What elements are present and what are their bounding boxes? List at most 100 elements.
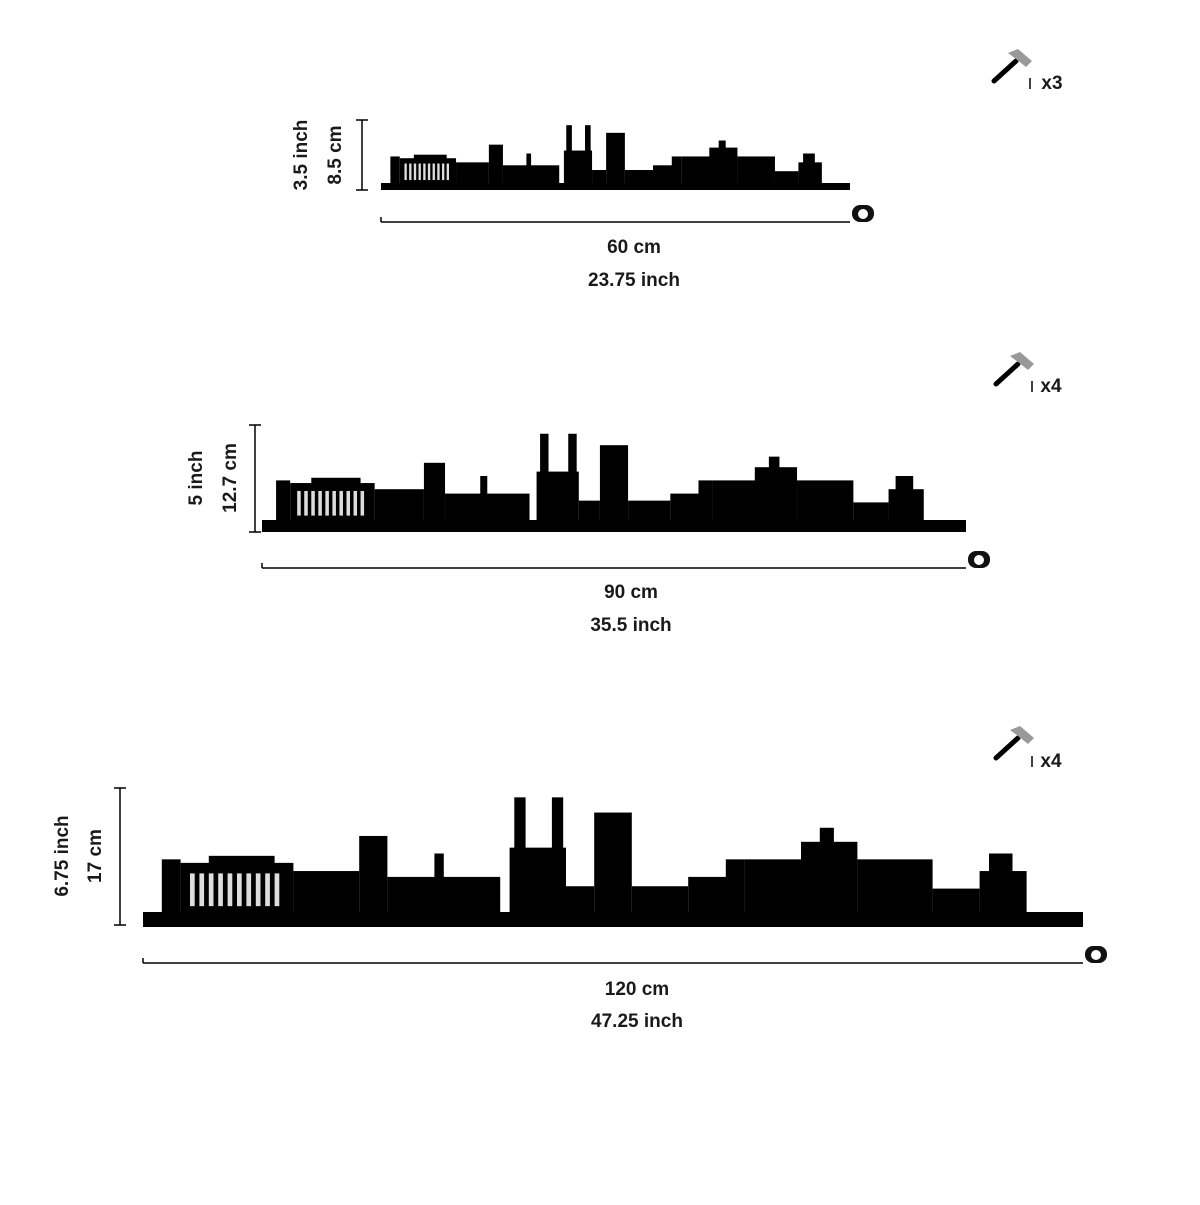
product-variant: 5 inch 12.7 cm 90 cm 35.5 inch x4 xyxy=(186,352,1062,636)
width-inch: 47.25 inch xyxy=(591,1011,683,1032)
tape-icon-center xyxy=(974,555,984,565)
hammer-handle xyxy=(991,58,1019,84)
skyline-building xyxy=(480,476,488,521)
skyline-building xyxy=(526,153,532,184)
skyline-building xyxy=(594,812,632,913)
nail-count: x3 xyxy=(1041,73,1062,94)
skyline-building xyxy=(566,886,595,913)
height-cm: 8.5 cm xyxy=(325,125,346,184)
skyline-window xyxy=(318,490,322,516)
tape-icon-center xyxy=(858,209,868,219)
skyline-window xyxy=(304,490,308,516)
skyline-window xyxy=(409,163,412,181)
hammer-head xyxy=(1010,726,1034,744)
skyline-building xyxy=(390,156,400,184)
skyline-building xyxy=(578,500,600,521)
skyline-window xyxy=(218,873,223,907)
skyline-building xyxy=(161,859,181,913)
skyline-building xyxy=(445,493,530,521)
height-inch: 3.5 inch xyxy=(291,120,312,191)
skyline-building xyxy=(624,170,654,184)
product-variant: 6.75 inch 17 cm 120 cm 47.25 inch x4 xyxy=(52,726,1107,1032)
skyline-building xyxy=(374,489,424,521)
hammer-head xyxy=(1008,49,1032,67)
skyline-window xyxy=(404,163,407,181)
skyline-building xyxy=(599,445,629,521)
skyline-building xyxy=(456,162,489,184)
skyline-building xyxy=(592,170,607,184)
skyline-window xyxy=(332,490,336,516)
skyline-building xyxy=(718,140,726,184)
hammer-head xyxy=(1010,352,1034,370)
skyline-building xyxy=(566,125,572,184)
skyline-building xyxy=(434,853,444,913)
skyline-building xyxy=(768,456,780,521)
width-cm: 120 cm xyxy=(605,979,669,1000)
skyline-window xyxy=(446,163,450,181)
skyline-window xyxy=(208,873,214,907)
height-cm: 12.7 cm xyxy=(220,443,241,513)
skyline-building xyxy=(276,480,291,521)
skyline-window xyxy=(360,490,365,516)
skyline-window xyxy=(432,163,435,181)
skyline-window xyxy=(418,163,421,181)
skyline-building xyxy=(606,132,625,184)
nail-count: x4 xyxy=(1040,376,1062,397)
skyline-building xyxy=(488,144,503,184)
skyline-building xyxy=(725,859,745,913)
skyline-window xyxy=(199,873,205,907)
skyline-building xyxy=(628,500,671,521)
skyline-window xyxy=(311,490,315,516)
skyline-window xyxy=(237,873,242,907)
skyline-building xyxy=(819,827,834,913)
skyline-window xyxy=(325,490,329,516)
skyline-window xyxy=(246,873,252,907)
hammer-handle xyxy=(993,735,1021,761)
nail-count: x4 xyxy=(1040,751,1062,772)
width-cm: 90 cm xyxy=(604,582,658,603)
skyline-building xyxy=(359,835,388,913)
skyline-building xyxy=(932,888,980,913)
product-variant: 3.5 inch 8.5 cm 60 cm 23.75 inch x3 xyxy=(291,49,1063,291)
skyline-window xyxy=(441,163,445,181)
skyline-building xyxy=(423,462,446,521)
height-cm: 17 cm xyxy=(85,829,106,883)
skyline-window xyxy=(265,873,270,907)
skyline-window xyxy=(437,163,440,181)
skyline-building xyxy=(671,156,682,184)
skyline-building xyxy=(857,859,933,913)
hammer-handle xyxy=(993,361,1021,387)
skyline-building xyxy=(568,433,577,521)
skyline-window xyxy=(413,163,417,181)
tape-icon-center xyxy=(1091,950,1101,960)
skyline-base xyxy=(143,912,1083,927)
skyline-building xyxy=(803,153,815,184)
skyline-window xyxy=(339,490,343,516)
skyline-window xyxy=(190,873,195,907)
width-inch: 35.5 inch xyxy=(590,615,671,636)
width-inch: 23.75 inch xyxy=(588,270,680,291)
skyline-building xyxy=(631,886,689,913)
skyline-building xyxy=(540,433,549,521)
skyline-base xyxy=(262,520,966,532)
skyline-building xyxy=(653,165,677,184)
skyline-window xyxy=(427,163,431,181)
skyline-window xyxy=(227,873,233,907)
height-inch: 5 inch xyxy=(186,451,207,506)
skyline-building xyxy=(698,480,713,521)
skyline-building xyxy=(293,871,360,913)
skyline-building xyxy=(895,476,914,521)
skyline-window xyxy=(346,490,350,516)
skyline-window xyxy=(297,490,301,516)
skyline-base xyxy=(381,183,850,190)
skyline-building xyxy=(797,480,854,521)
skyline-window xyxy=(423,163,426,181)
skyline-building xyxy=(989,853,1013,913)
skyline-building xyxy=(774,171,799,184)
skyline-building xyxy=(853,502,889,521)
width-cm: 60 cm xyxy=(607,237,661,258)
skyline-building xyxy=(551,797,564,913)
height-inch: 6.75 inch xyxy=(52,815,73,896)
